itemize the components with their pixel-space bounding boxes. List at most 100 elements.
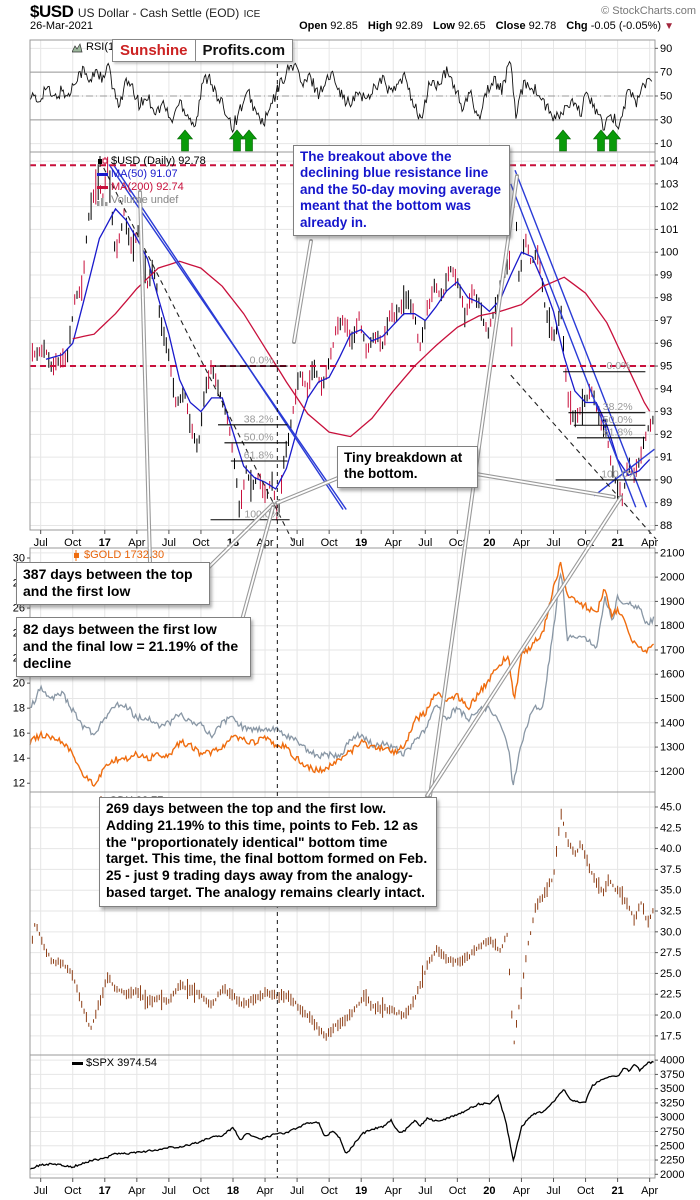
ma50-label: MA(50) 91.07 xyxy=(111,168,178,180)
x-tick-label: Jul xyxy=(418,537,432,549)
y-tick-label: 2000 xyxy=(660,1169,684,1181)
y-tick-label: 32.5 xyxy=(660,906,681,918)
x-tick-label: 19 xyxy=(355,1185,367,1197)
gold-label: $GOLD 1732.30 xyxy=(84,549,165,561)
x-tick-label: Jul xyxy=(546,1185,560,1197)
annotation-82-days: 82 days between the first low and the fi… xyxy=(16,617,251,678)
y-tick-label: 30 xyxy=(660,114,672,126)
x-tick-label: Oct xyxy=(321,537,338,549)
y-tick-label: 22.5 xyxy=(660,989,681,1001)
y-tick-label: 1900 xyxy=(660,596,684,608)
y-tick-label: 30.0 xyxy=(660,926,681,938)
symbol-description: US Dollar - Cash Settle (EOD) xyxy=(77,6,240,20)
y-tick-label: 1500 xyxy=(660,693,684,705)
y-tick-label: 50 xyxy=(660,91,672,103)
y-tick-label: 2250 xyxy=(660,1155,684,1167)
fib-label: 38.2% xyxy=(244,413,274,425)
y-tick-label: 2500 xyxy=(660,1140,684,1152)
y-tick-label: 1700 xyxy=(660,644,684,656)
ma50-line-icon xyxy=(97,173,108,176)
y-tick-label-left: 16 xyxy=(13,728,25,740)
chart-date: 26-Mar-2021 xyxy=(30,20,93,32)
x-tick-label: Apr xyxy=(256,1185,273,1197)
ohlc-quote: Open 92.85 High 92.89 Low 92.65 Close 92… xyxy=(292,20,674,32)
x-tick-label: Apr xyxy=(385,537,402,549)
y-tick-label: 1600 xyxy=(660,669,684,681)
annotation-269-days: 269 days between the top and the first l… xyxy=(99,797,437,907)
y-tick-label: 97 xyxy=(660,315,672,327)
y-tick-label: 104 xyxy=(660,156,678,168)
spx-panel: 4000 3750 3500 3250 3000 2750 2500 2250 2000 xyxy=(29,1054,684,1181)
low-value: 92.65 xyxy=(458,20,486,32)
ma200-label: MA(200) 92.74 xyxy=(111,181,184,193)
x-tick-label: Apr xyxy=(641,1185,658,1197)
x-tick-label: Oct xyxy=(64,537,81,549)
y-tick-label: 20.0 xyxy=(660,1010,681,1022)
x-tick-label: Jul xyxy=(290,537,304,549)
quote-bar: 26-Mar-2021 Open 92.85 High 92.89 Low 92… xyxy=(30,20,674,35)
fib-label: 38.2% xyxy=(603,401,633,413)
x-tick-label: Jul xyxy=(418,1185,432,1197)
y-tick-label: 4000 xyxy=(660,1055,684,1067)
change-down-icon: ▼ xyxy=(664,21,674,32)
y-tick-label: 70 xyxy=(660,67,672,79)
fib-label: 61.8% xyxy=(603,426,633,438)
watermark-profits: Profits.com xyxy=(194,39,294,62)
y-tick-label: 3500 xyxy=(660,1083,684,1095)
ma200-line-icon xyxy=(97,186,108,189)
spx-legend: $SPX 3974.54 xyxy=(72,1057,157,1070)
usd-series-label: $USD (Daily) 92.78 xyxy=(111,155,206,167)
y-tick-label: 94 xyxy=(660,383,672,395)
x-tick-label: Apr xyxy=(128,537,145,549)
x-tick-label: Jul xyxy=(34,537,48,549)
close-value: 92.78 xyxy=(528,20,557,32)
y-tick-label-left: 20 xyxy=(13,678,25,690)
y-tick-label: 2100 xyxy=(660,547,684,559)
fib-label: 100.0% xyxy=(601,468,637,480)
x-tick-label: Oct xyxy=(192,537,209,549)
green-up-arrow-icon xyxy=(176,129,194,152)
fib-label: 61.8% xyxy=(244,450,274,462)
x-tick-label: 21 xyxy=(611,537,623,549)
x-tick-label: 20 xyxy=(483,1185,495,1197)
y-tick-label-left: 12 xyxy=(13,778,25,790)
y-tick-label: 89 xyxy=(660,497,672,509)
volume-label: Volume undef xyxy=(111,194,179,206)
y-tick-label: 35.0 xyxy=(660,885,681,897)
x-tick-label: 19 xyxy=(355,537,367,549)
usd-legend: $USD (Daily) 92.78 MA(50) 91.07 MA(200) … xyxy=(97,155,206,207)
y-tick-label: 91 xyxy=(660,452,672,464)
y-tick-label: 45.0 xyxy=(660,801,681,813)
y-tick-label: 10 xyxy=(660,138,672,150)
watermark-sunshine: Sunshine xyxy=(112,39,195,62)
y-tick-label: 96 xyxy=(660,338,672,350)
fib-label: 50.0% xyxy=(244,431,274,443)
annotation-breakout: The breakout above the declining blue re… xyxy=(293,145,510,237)
close-label: Close xyxy=(495,20,526,32)
y-tick-label: 3250 xyxy=(660,1097,684,1109)
x-tick-label: Jul xyxy=(162,1185,176,1197)
y-tick-label: 3750 xyxy=(660,1069,684,1081)
x-tick-label: Oct xyxy=(321,1185,338,1197)
chg-label: Chg xyxy=(566,20,588,32)
x-tick-label: Jul xyxy=(546,537,560,549)
y-tick-label: 99 xyxy=(660,269,672,281)
y-tick-label-left: 14 xyxy=(13,753,25,765)
x-tick-label: Oct xyxy=(192,1185,209,1197)
spx-label: $SPX 3974.54 xyxy=(86,1057,157,1069)
y-tick-label-left: 30 xyxy=(13,553,25,565)
open-label: Open xyxy=(299,20,328,32)
y-tick-label: 102 xyxy=(660,201,678,213)
x-tick-label: Oct xyxy=(449,1185,466,1197)
x-tick-label: Apr xyxy=(641,537,658,549)
y-tick-label: 1200 xyxy=(660,766,684,778)
green-up-arrow-icon xyxy=(240,129,258,152)
green-up-arrow-icon xyxy=(554,129,572,152)
y-tick-label: 2000 xyxy=(660,572,684,584)
y-tick-label: 100 xyxy=(660,247,678,259)
y-tick-label: 103 xyxy=(660,178,678,190)
y-tick-label: 92 xyxy=(660,429,672,441)
x-tick-label: Apr xyxy=(513,1185,530,1197)
x-tick-label: Apr xyxy=(513,537,530,549)
y-tick-label: 3000 xyxy=(660,1112,684,1124)
